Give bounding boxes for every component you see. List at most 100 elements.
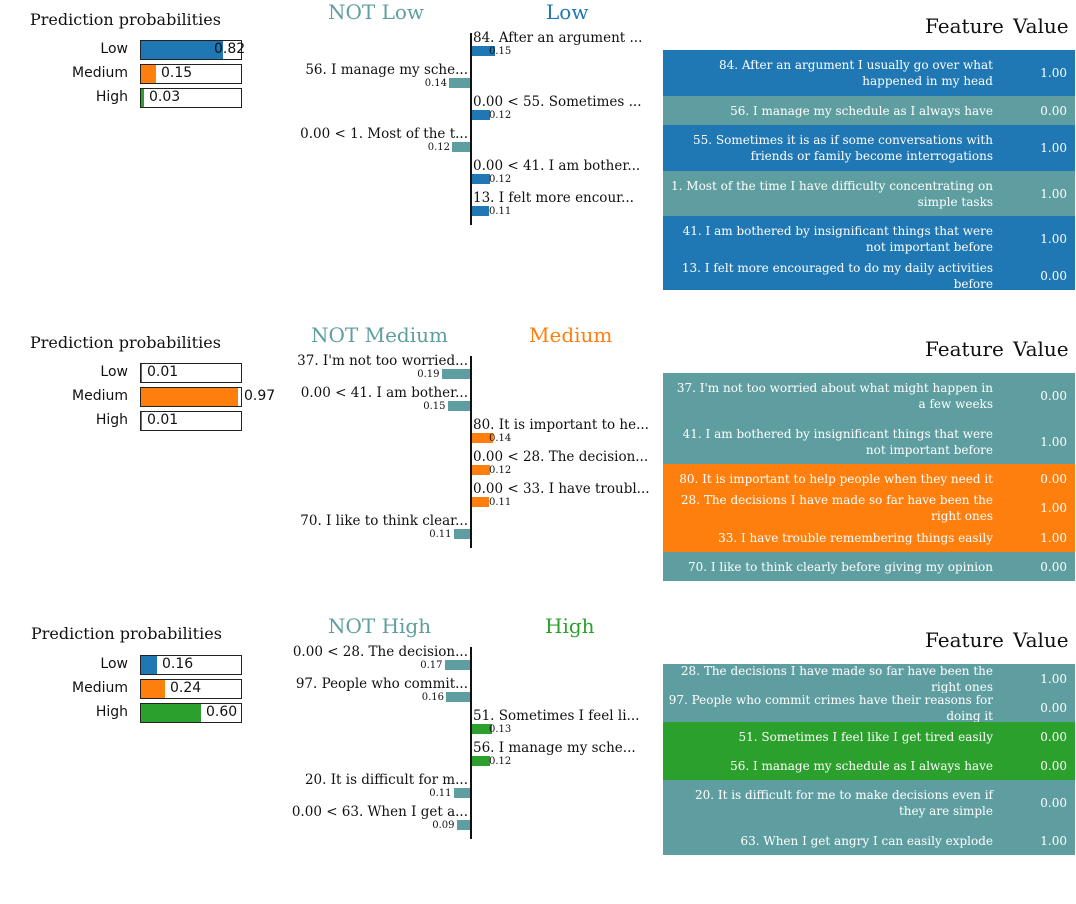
table-row: 63. When I get angry I can easily explod…: [663, 826, 1075, 855]
probability-row: Low 0.16: [0, 655, 300, 675]
feature-value-table: 37. I'm not too worried about what might…: [663, 373, 1075, 581]
probability-row: High 0.60: [0, 703, 300, 723]
probability-label-text: High: [95, 704, 128, 720]
not-class-label: NOT High: [328, 614, 432, 638]
class-label: Low: [546, 0, 589, 24]
feature-axis: [470, 647, 472, 839]
table-row: 13. I felt more encouraged to do my dail…: [663, 261, 1075, 291]
feature-bar: [472, 46, 495, 56]
probability-row: High 0.01: [0, 411, 300, 431]
probability-value: 0.01: [147, 364, 179, 380]
not-class-label: NOT Medium: [311, 323, 448, 347]
feature-bar: [472, 465, 490, 475]
probability-bar: [141, 388, 238, 406]
feature-bar: [472, 174, 490, 184]
feature-label: 84. After an argument ...: [473, 30, 643, 46]
table-row: 28. The decisions I have made so far hav…: [663, 664, 1075, 694]
feature-bar: [449, 78, 470, 88]
probability-label-text: Low: [100, 656, 128, 672]
probability-label: Low: [0, 655, 128, 675]
feature-weight: 0.11: [429, 788, 452, 799]
table-cell-value: 0.00: [1040, 389, 1067, 403]
feature-bar: [446, 692, 470, 702]
feature-bar: [444, 660, 470, 670]
probability-row: Medium 0.97: [0, 387, 300, 407]
table-cell-feature: 28. The decisions I have made so far hav…: [680, 493, 993, 523]
feature-label: 56. I manage my sche...: [305, 62, 468, 78]
probability-bar: [141, 704, 201, 722]
table-row: 41. I am bothered by insignificant thing…: [663, 419, 1075, 464]
probability-bar: [141, 89, 144, 107]
class-label: Medium: [529, 323, 613, 347]
feature-weight: 0.15: [423, 401, 446, 412]
table-cell-value: 1.00: [1040, 501, 1067, 515]
table-cell-feature: 70. I like to think clearly before givin…: [687, 559, 993, 574]
explanation-panel: Prediction probabilities Low 0.16 Medium 0.2…: [0, 614, 1076, 904]
probability-label: Low: [0, 40, 128, 60]
table-cell-value: 0.00: [1040, 758, 1067, 773]
feature-value-table: 28. The decisions I have made so far hav…: [663, 664, 1075, 855]
probability-label-text: Medium: [72, 388, 128, 404]
probability-bar-frame: [140, 64, 242, 84]
probability-label-text: Medium: [72, 65, 128, 81]
probability-bar: [141, 65, 156, 83]
table-cell-value: 1.00: [1040, 671, 1067, 686]
table-header-value: Value: [1013, 337, 1069, 361]
table-cell-value: 0.00: [1040, 729, 1067, 744]
feature-bar: [472, 433, 493, 443]
probability-value: 0.16: [162, 656, 194, 672]
probability-label-text: Low: [100, 364, 128, 380]
probability-bar: [141, 680, 165, 698]
probability-label: Medium: [0, 679, 128, 699]
table-cell-value: 0.00: [1040, 796, 1067, 810]
feature-weight: 0.11: [489, 206, 512, 217]
probability-value: 0.01: [147, 412, 179, 428]
feature-bar: [472, 497, 489, 507]
table-cell-value: 0.00: [1040, 559, 1067, 574]
probability-bar-frame: [140, 703, 242, 723]
table-row: 28. The decisions I have made so far hav…: [663, 493, 1075, 523]
table-cell-value: 0.00: [1040, 700, 1067, 715]
prediction-probabilities-title: Prediction probabilities: [30, 10, 221, 29]
feature-bar: [453, 529, 470, 539]
table-row: 56. I manage my schedule as I always hav…: [663, 751, 1075, 780]
feature-bar: [472, 206, 489, 216]
table-cell-value: 1.00: [1040, 186, 1067, 201]
probability-row: High 0.03: [0, 88, 300, 108]
probability-value: 0.15: [161, 65, 193, 81]
table-header-value: Value: [1013, 14, 1069, 38]
feature-label: 70. I like to think clear...: [300, 513, 468, 529]
feature-weight: 0.11: [429, 529, 452, 540]
feature-label: 51. Sometimes I feel li...: [473, 708, 640, 724]
table-cell-feature: 56. I manage my schedule as I always hav…: [730, 103, 993, 118]
probability-label-text: High: [95, 89, 128, 105]
feature-bar: [441, 369, 470, 379]
table-cell-feature: 56. I manage my schedule as I always hav…: [730, 758, 993, 773]
table-cell-feature: 41. I am bothered by insignificant thing…: [682, 426, 993, 457]
table-cell-value: 1.00: [1040, 833, 1067, 848]
prediction-probabilities-title: Prediction probabilities: [31, 624, 222, 643]
feature-axis: [470, 33, 472, 225]
feature-weight: 0.12: [489, 465, 512, 476]
table-row: 41. I am bothered by insignificant thing…: [663, 216, 1075, 262]
table-row: 56. I manage my schedule as I always hav…: [663, 96, 1075, 125]
table-cell-feature: 97. People who commit crimes have their …: [668, 692, 993, 723]
probability-bar: [141, 412, 142, 430]
probability-value: 0.60: [206, 704, 238, 720]
table-cell-value: 0.00: [1040, 103, 1067, 118]
feature-weight: 0.16: [421, 692, 444, 703]
table-row: 97. People who commit crimes have their …: [663, 692, 1075, 723]
table-cell-value: 1.00: [1040, 530, 1067, 545]
probability-row: Low 0.82: [0, 40, 300, 60]
feature-bar: [456, 820, 470, 830]
feature-weight: 0.12: [489, 756, 512, 767]
feature-weight: 0.14: [424, 78, 447, 89]
table-cell-feature: 55. Sometimes it is as if some conversat…: [693, 133, 993, 163]
not-class-label: NOT Low: [328, 0, 425, 24]
probability-label: High: [0, 411, 128, 431]
table-cell-value: 1.00: [1040, 141, 1067, 155]
feature-axis: [470, 356, 472, 548]
feature-weight: 0.09: [432, 820, 455, 831]
table-cell-feature: 51. Sometimes I feel like I get tired ea…: [738, 729, 994, 744]
feature-label: 37. I'm not too worried...: [297, 353, 468, 369]
